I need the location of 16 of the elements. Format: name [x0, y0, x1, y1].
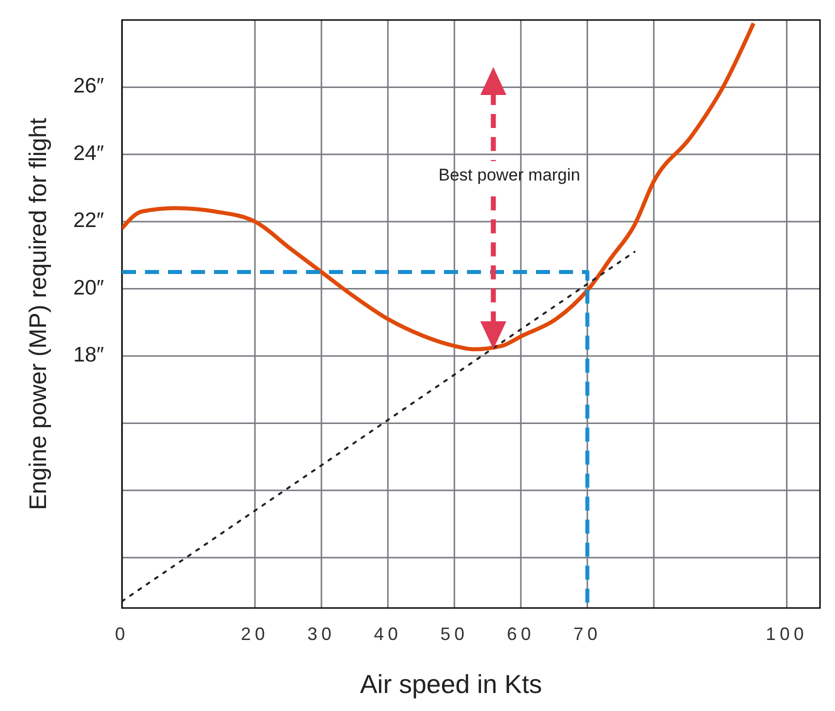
x-tick-label: 100	[766, 624, 808, 644]
line-series	[122, 21, 756, 352]
x-tick-label: 50	[440, 624, 468, 644]
y-tick-label: 24″	[73, 142, 105, 165]
y-tick-label: 26″	[73, 74, 105, 98]
x-tick-label: 40	[374, 624, 402, 644]
x-tick-label: 20	[240, 624, 269, 644]
y-axis-title: Engine power (MP) required for flight	[25, 118, 52, 510]
x-tick-label: 60	[506, 624, 535, 644]
y-tick-label: 18″	[73, 344, 105, 367]
y-tick-label: 22″	[73, 209, 105, 232]
x-tick-label: 0	[114, 624, 130, 644]
y-tick-label: 20″	[73, 276, 105, 300]
x-tick-label: 70	[573, 624, 602, 644]
x-tick-label: 30	[307, 624, 336, 644]
x-axis-title: Air speed in Kts	[360, 669, 542, 699]
